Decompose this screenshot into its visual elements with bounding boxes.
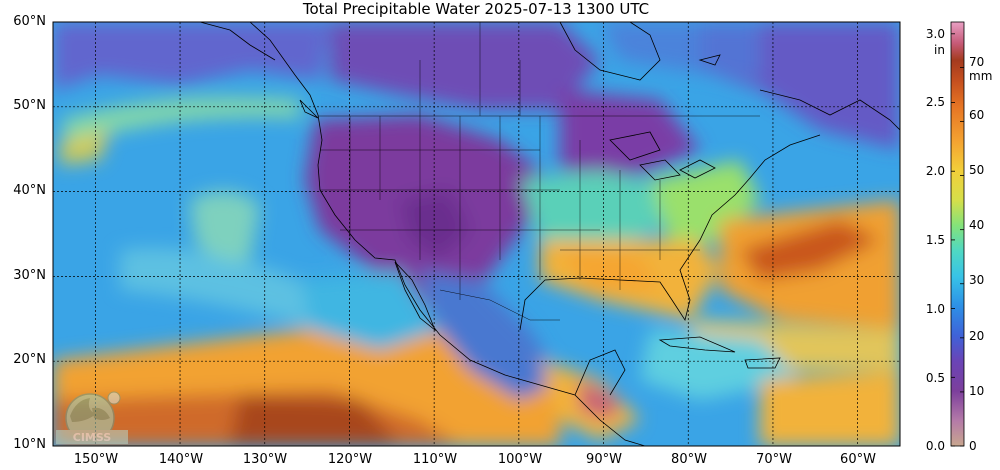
lat-label-50: 50°N (13, 98, 46, 113)
map-title: Total Precipitable Water 2025-07-13 1300… (302, 0, 650, 18)
lat-label-30: 30°N (13, 268, 46, 283)
lon-label-130w: 130°W (242, 452, 288, 467)
lon-label-70w: 70°W (756, 452, 792, 467)
cb-mm-label-60: 60 (969, 108, 985, 122)
colorbar (950, 21, 965, 447)
cb-in-label-0.5: 0.5 (925, 371, 945, 385)
cb-mm-label-50: 50 (969, 163, 985, 177)
lat-label-10: 10°N (13, 437, 46, 452)
lat-label-20: 20°N (13, 352, 46, 367)
lon-label-80w: 80°W (671, 452, 707, 467)
lon-label-60w: 60°W (840, 452, 876, 467)
cb-in-label-1.5: 1.5 (925, 233, 945, 247)
svg-text:CIMSS: CIMSS (73, 431, 112, 444)
cb-mm-label-0: 0 (969, 439, 977, 453)
lon-label-90w: 90°W (586, 452, 622, 467)
graticule (53, 22, 900, 446)
cimss-logo: CIMSS (56, 391, 128, 444)
cb-in-label-2: 2.0 (925, 164, 945, 178)
cb-mm-label-20: 20 (969, 329, 985, 343)
cb-in-label-1: 1.0 (925, 302, 945, 316)
cb-in-label-3: 3.0 (925, 27, 945, 41)
cb-in-label-0: 0.0 (925, 439, 945, 453)
lon-label-140w: 140°W (158, 452, 204, 467)
map-frame (52, 21, 901, 447)
lon-label-120w: 120°W (327, 452, 373, 467)
lat-label-40: 40°N (13, 183, 46, 198)
lon-label-150w: 150°W (73, 452, 119, 467)
cb-mm-label-70: 70 (969, 55, 985, 69)
lat-label-60: 60°N (13, 14, 46, 29)
cb-in-label-2.5: 2.5 (925, 95, 945, 109)
political-borders (318, 22, 760, 321)
cb-mm-label-40: 40 (969, 218, 985, 232)
lon-label-100w: 100°W (497, 452, 543, 467)
cb-mm-label-30: 30 (969, 273, 985, 287)
coastlines (199, 22, 900, 446)
cb-in-unit: in (934, 43, 945, 57)
cb-mm-unit: mm (969, 69, 993, 83)
lon-label-110w: 110°W (412, 452, 458, 467)
cb-mm-label-10: 10 (969, 384, 985, 398)
moisture-field (53, 22, 900, 446)
